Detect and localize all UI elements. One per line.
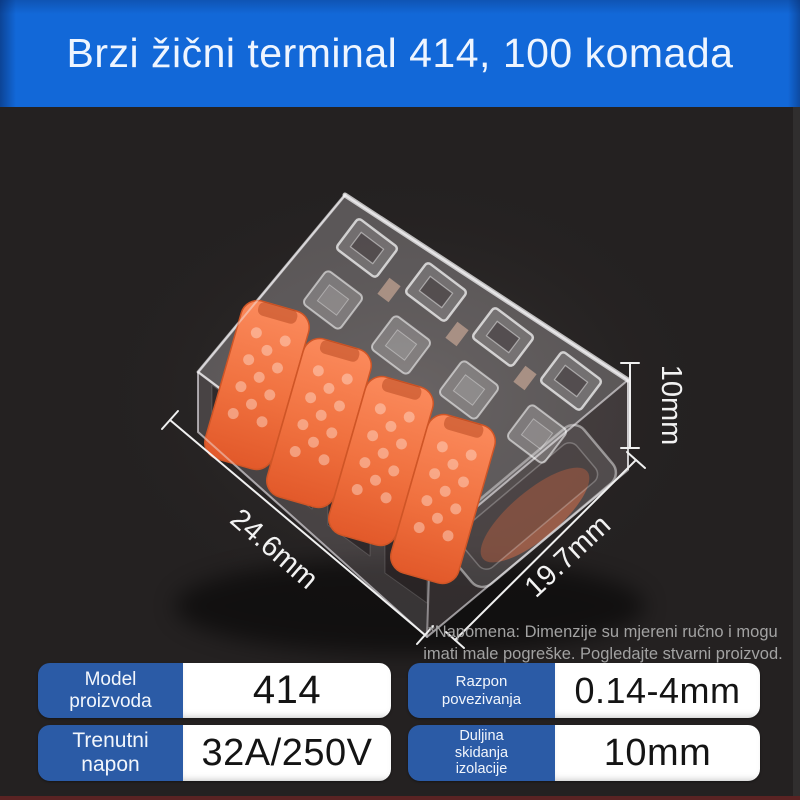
spec-label-current: Trenutni napon: [38, 725, 183, 781]
wire-entry-windows: [302, 218, 603, 464]
dimension-length: [161, 410, 434, 645]
dimension-height: [620, 362, 640, 449]
spec-row-range: Razpon povezivanja 0.14-4mm: [408, 663, 760, 718]
product-shadow: [175, 558, 645, 654]
spec-value-strip-length: 10mm: [555, 725, 760, 781]
dimension-height-label: 10mm: [655, 365, 687, 446]
spec-row-current: Trenutni napon 32A/250V: [38, 725, 391, 781]
header-banner: Brzi žični terminal 414, 100 komada: [0, 0, 800, 107]
spec-label-strip-length: Duljina skidanja izolacije: [408, 725, 555, 781]
photo-right-edge: [793, 107, 800, 796]
page-title: Brzi žični terminal 414, 100 komada: [66, 30, 734, 76]
spec-value-current: 32A/250V: [183, 725, 391, 781]
spec-row-strip-length: Duljina skidanja izolacije 10mm: [408, 725, 760, 781]
dimension-depth: [445, 451, 646, 649]
measurement-note: *Napomena: Dimenzije su mjereni ručno i …: [408, 621, 798, 665]
spec-row-model: Model proizvoda 414: [38, 663, 391, 718]
bottom-accent-strip: [0, 796, 800, 800]
measurement-note-line1: *Napomena: Dimenzije su mjereni ručno i …: [428, 623, 778, 641]
connector-body: [196, 192, 631, 638]
spec-value-range: 0.14-4mm: [555, 663, 760, 718]
product-photo: 24.6mm 19.7mm 10mm: [0, 107, 800, 720]
spec-label-model: Model proizvoda: [38, 663, 183, 718]
spec-value-model: 414: [183, 663, 391, 718]
orange-levers: [204, 299, 496, 585]
spec-label-range: Razpon povezivanja: [408, 663, 555, 718]
measurement-note-line2: imati male pogreške. Pogledajte stvarni …: [423, 645, 783, 664]
